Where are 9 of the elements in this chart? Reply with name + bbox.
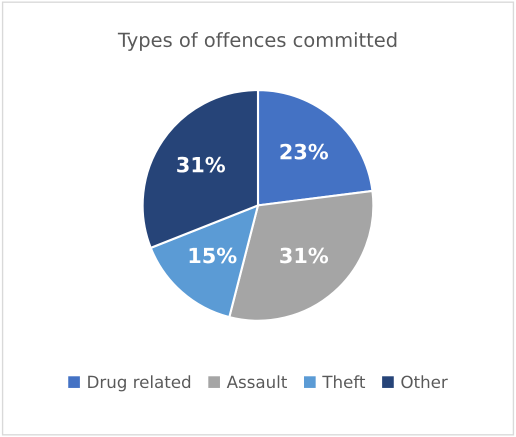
legend-label: Other [401,375,448,388]
data-label: 15% [190,248,236,264]
legend-label: Drug related [88,375,190,392]
data-label: 31% [280,248,328,264]
data-label: 23% [280,144,328,160]
legend-label: Assault [226,375,287,388]
data-label: 31% [177,156,226,173]
chart-title: Types of offences committed [118,32,396,51]
legend-label: Theft [322,375,366,388]
